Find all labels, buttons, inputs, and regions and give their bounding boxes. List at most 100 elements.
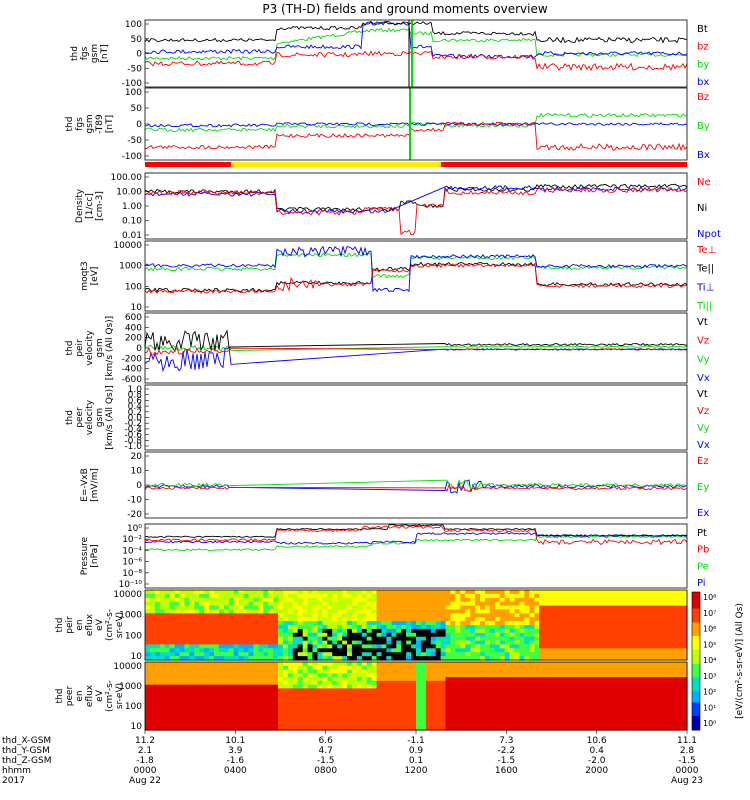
spectrogram-cell: [243, 644, 249, 649]
spectrogram-cell: [420, 601, 427, 607]
spectrogram-cell: [204, 703, 210, 708]
spectrogram-cell: [302, 593, 309, 599]
spectrogram-cell: [248, 632, 254, 638]
spectrogram-cell: [149, 652, 156, 657]
spectrogram-cell: [455, 644, 461, 649]
spectrogram-cell: [263, 669, 269, 674]
spectrogram-cell: [519, 613, 525, 618]
spectrogram-cell: [534, 665, 540, 671]
spectrogram-cell: [278, 648, 284, 653]
spectrogram-cell: [214, 621, 220, 626]
spectrogram-cell: [524, 609, 530, 614]
spectrogram-cell: [563, 636, 570, 642]
spectrogram-cell: [480, 601, 486, 607]
spectrogram-cell: [401, 628, 407, 634]
spectrogram-cell: [307, 662, 314, 667]
spectrogram-cell: [361, 590, 368, 595]
spectrogram-cell: [376, 621, 383, 626]
spectrogram-cell: [396, 688, 402, 693]
spectrogram-cell: [558, 652, 565, 657]
spectrogram-cell: [509, 652, 516, 657]
spectrogram-cell: [204, 636, 210, 642]
spectrogram-cell: [435, 692, 442, 697]
spectrogram-cell: [475, 640, 481, 646]
spectrogram-cell: [618, 726, 624, 731]
spectrogram-cell: [149, 692, 156, 697]
spectrogram-cell: [337, 711, 343, 716]
spectrogram-cell: [465, 673, 471, 678]
spectrogram-cell: [273, 711, 279, 716]
spectrogram-cell: [159, 621, 166, 626]
legend-vi-2: Vy: [697, 354, 710, 365]
spectrogram-cell: [588, 621, 594, 626]
spectrogram-cell: [292, 677, 299, 682]
spectrogram-cell: [563, 711, 570, 716]
spectrogram-cell: [189, 714, 195, 720]
spectrogram-cell: [652, 726, 658, 731]
spectrogram-cell: [588, 707, 594, 712]
spectrogram-cell: [169, 613, 176, 618]
spectrogram-cell: [480, 711, 486, 716]
spectrogram-cell: [268, 648, 274, 653]
spectrogram-cell: [145, 625, 151, 630]
spectrogram-cell: [657, 593, 663, 599]
spectrogram-cell: [682, 613, 688, 618]
spectrogram-cell: [391, 601, 397, 607]
ylabel-line: peer: [75, 407, 85, 428]
spectrogram-cell: [307, 665, 314, 671]
vi-traces: [144, 329, 688, 373]
spectrogram-cell: [278, 703, 284, 708]
spectrogram-cell: [366, 621, 373, 626]
spectrogram-cell: [499, 636, 506, 642]
spectrogram-cell: [406, 684, 412, 690]
colorbar-tick: 10⁴: [703, 656, 716, 665]
spectrogram-cell: [376, 617, 383, 622]
spectrogram-cell: [677, 632, 683, 638]
spectrogram-cell: [549, 662, 555, 667]
spectrogram-cell: [292, 684, 299, 690]
spectrogram-cell: [445, 711, 452, 716]
spectrogram-cell: [366, 677, 373, 682]
spectrogram-cell: [243, 601, 249, 607]
spectrogram-cell: [278, 707, 284, 712]
spectrogram-cell: [475, 590, 481, 595]
spectrogram-cell: [327, 636, 333, 642]
spectrogram-cell: [480, 617, 486, 622]
ylabel-line: sr-eV): [115, 612, 125, 638]
spectrogram-cell: [189, 696, 195, 701]
spectrogram-cell: [401, 656, 407, 661]
spectrogram-cell: [455, 707, 461, 712]
colorbar-cell: [692, 647, 700, 651]
spectrogram-cell: [179, 673, 185, 678]
spectrogram-cell: [539, 711, 545, 716]
spectrogram-cell: [563, 613, 570, 618]
spectrogram-cell: [401, 711, 407, 716]
spectrogram-cell: [514, 605, 520, 611]
spectrogram-cell: [480, 632, 486, 638]
spectrogram-cell: [455, 718, 461, 724]
spectrogram-cell: [667, 621, 673, 626]
spectrogram-cell: [218, 648, 225, 653]
spectrogram-cell: [391, 714, 397, 720]
spectrogram-cell: [420, 648, 427, 653]
colorbar-cell: [692, 600, 700, 604]
spectrogram-cell: [608, 714, 614, 720]
spectrogram-cell: [593, 601, 599, 607]
spectrogram-cell: [238, 714, 245, 720]
spectrogram-cell: [317, 613, 323, 618]
spectrogram-cell: [489, 662, 496, 667]
spectrogram-cell: [450, 726, 456, 731]
spectrogram-cell: [278, 605, 284, 611]
spectrogram-cell: [558, 711, 565, 716]
spectrogram-cell: [302, 677, 309, 682]
spectrogram-cell: [179, 640, 185, 646]
spectrogram-cell: [632, 703, 639, 708]
spectrogram-cell: [682, 696, 688, 701]
spectrogram-cell: [376, 703, 383, 708]
spectrogram-cell: [445, 590, 452, 595]
spectrogram-cell: [401, 636, 407, 642]
spectrogram-cell: [337, 593, 343, 599]
spectrogram-cell: [494, 613, 501, 618]
